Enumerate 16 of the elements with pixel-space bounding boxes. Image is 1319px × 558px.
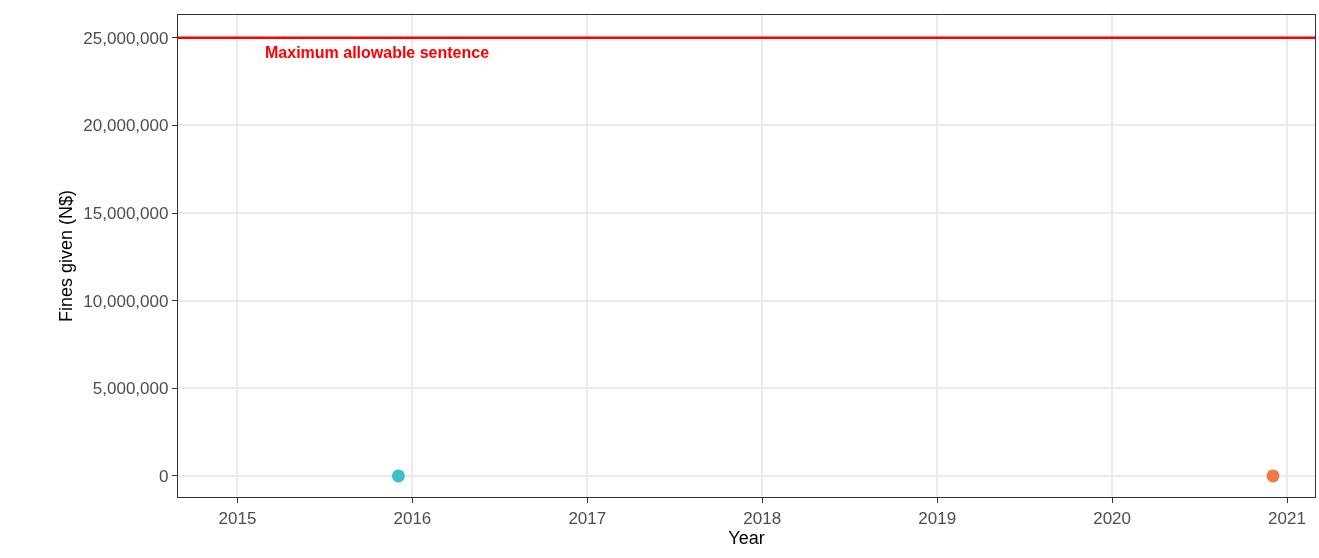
x-tick-label: 2021 <box>1268 508 1306 528</box>
x-tick-label: 2016 <box>393 508 432 528</box>
y-tick-label: 15,000,000 <box>83 204 169 224</box>
x-axis-title: Year <box>728 527 765 548</box>
y-tick-label: 10,000,000 <box>83 291 169 311</box>
y-tick-label: 0 <box>158 466 169 486</box>
ref-line-label: Maximum allowable sentence <box>265 44 490 61</box>
y-tick-label: 20,000,000 <box>83 116 169 136</box>
x-tick-label: 2019 <box>918 508 957 528</box>
x-tick-label: 2018 <box>743 508 782 528</box>
y-tick-label: 5,000,000 <box>92 379 169 399</box>
x-tick-label: 2020 <box>1093 508 1131 528</box>
y-axis-title: Fines given (N$) <box>55 189 76 323</box>
x-tick-label: 2017 <box>568 508 607 528</box>
x-tick-label: 2015 <box>218 508 257 528</box>
y-tick-label: 25,000,000 <box>83 28 169 48</box>
